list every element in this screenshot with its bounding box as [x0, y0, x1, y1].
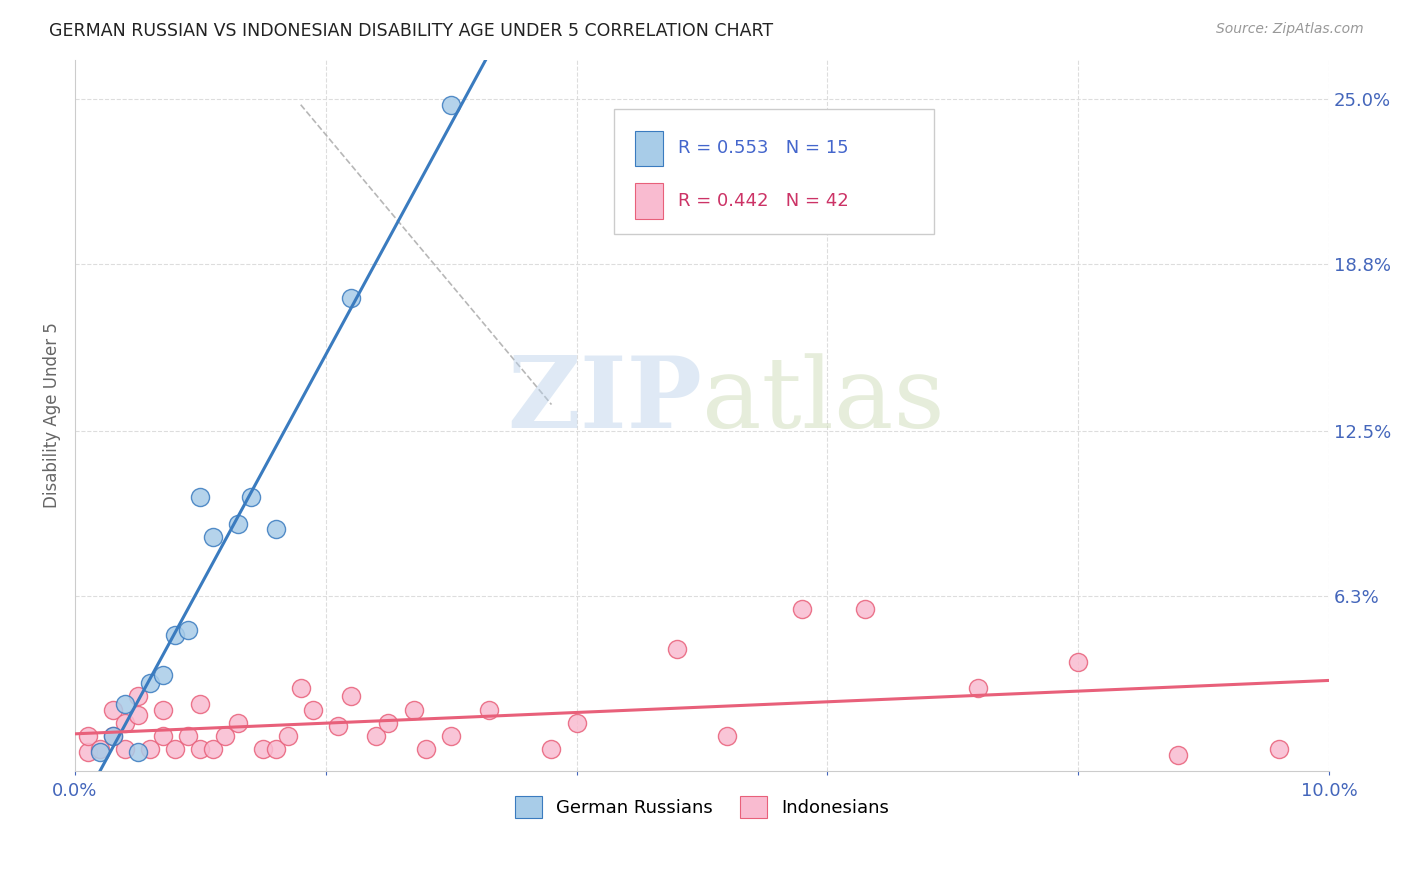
Point [252, 742, 274, 756]
Point [264, 522, 287, 536]
Point [277, 729, 299, 743]
Text: ZIP: ZIP [508, 352, 702, 450]
Point [440, 729, 463, 743]
Point [440, 97, 463, 112]
Point [201, 530, 224, 544]
Point [101, 729, 124, 743]
Point [716, 729, 738, 743]
Point [127, 690, 149, 704]
Point [478, 703, 501, 717]
Point [101, 703, 124, 717]
Point [214, 729, 236, 743]
Point [328, 718, 350, 732]
Point [340, 690, 363, 704]
Point [127, 708, 149, 723]
Point [665, 641, 688, 656]
Point [540, 742, 562, 756]
Point [165, 742, 187, 756]
Point [1167, 747, 1189, 762]
Point [89, 745, 111, 759]
Point [302, 703, 325, 717]
Text: R = 0.442   N = 42: R = 0.442 N = 42 [678, 192, 849, 210]
Point [190, 698, 212, 712]
Point [76, 745, 98, 759]
Point [114, 698, 136, 712]
Point [364, 729, 387, 743]
Point [565, 715, 588, 730]
Point [226, 516, 249, 531]
Point [264, 742, 287, 756]
Legend: German Russians, Indonesians: German Russians, Indonesians [508, 789, 897, 826]
Point [139, 676, 162, 690]
Point [139, 742, 162, 756]
Point [177, 729, 200, 743]
Point [89, 742, 111, 756]
Point [966, 681, 988, 696]
Point [127, 745, 149, 759]
Point [402, 703, 425, 717]
FancyBboxPatch shape [614, 110, 934, 234]
Point [190, 742, 212, 756]
Text: Source: ZipAtlas.com: Source: ZipAtlas.com [1216, 22, 1364, 37]
Point [190, 491, 212, 505]
Text: R = 0.553   N = 15: R = 0.553 N = 15 [678, 139, 849, 157]
Text: atlas: atlas [702, 353, 945, 449]
Point [377, 715, 399, 730]
Point [853, 602, 876, 616]
Point [177, 623, 200, 637]
Point [201, 742, 224, 756]
Point [340, 292, 363, 306]
Point [152, 703, 174, 717]
Bar [636, 184, 664, 219]
Point [226, 715, 249, 730]
Point [290, 681, 312, 696]
Point [114, 715, 136, 730]
Point [165, 628, 187, 642]
Point [1067, 655, 1090, 669]
Point [76, 729, 98, 743]
Point [1267, 742, 1289, 756]
Point [239, 491, 262, 505]
Point [152, 668, 174, 682]
Text: GERMAN RUSSIAN VS INDONESIAN DISABILITY AGE UNDER 5 CORRELATION CHART: GERMAN RUSSIAN VS INDONESIAN DISABILITY … [49, 22, 773, 40]
Point [415, 742, 437, 756]
Point [152, 729, 174, 743]
Bar [636, 130, 664, 166]
Point [792, 602, 814, 616]
Y-axis label: Disability Age Under 5: Disability Age Under 5 [44, 322, 60, 508]
Point [101, 729, 124, 743]
Point [114, 742, 136, 756]
